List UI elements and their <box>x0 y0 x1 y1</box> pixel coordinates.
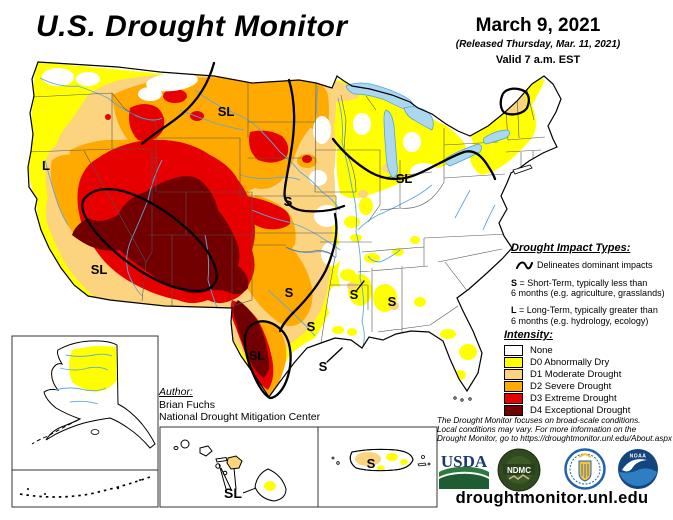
long-term-line2: 6 months (e.g. hydrology, ecology) <box>511 315 649 326</box>
aleutians-inset <box>19 476 151 498</box>
puerto-rico-inset <box>331 448 431 472</box>
short-term-line1: = Short-Term, typically less than <box>517 278 648 289</box>
map-label-puerto-rico: S <box>367 456 376 471</box>
ndmc-logo-text: NDMC <box>507 466 531 475</box>
swatch-d1 <box>504 368 523 380</box>
pr-small-islands <box>331 455 431 467</box>
alaska-rivers <box>54 353 113 405</box>
delineates-label: Delineates dominant impacts <box>537 260 653 271</box>
long-term-definition: L = Long-Term, typically greater than 6 … <box>511 305 673 325</box>
map-label-north-dakota: SL <box>218 104 235 119</box>
disclaimer-line2: Local conditions may vary. For more info… <box>437 424 637 434</box>
page-title: U.S. Drought Monitor <box>36 10 348 43</box>
map-label-mississippi: S <box>350 287 359 302</box>
map-label-hawaii: SL <box>224 485 242 501</box>
intensity-heading: Intensity: <box>504 329 553 341</box>
pr-d1-area <box>355 452 381 466</box>
legend-row-d1: D1 Moderate Drought <box>504 368 630 380</box>
valid-time: Valid 7 a.m. EST <box>495 54 581 66</box>
legend-row-d0: D0 Abnormally Dry <box>504 356 630 368</box>
legend-label-d4: D4 Exceptional Drought <box>530 404 631 416</box>
coastal-islands <box>453 164 533 402</box>
author-heading: Author: <box>159 386 193 398</box>
map-label-nebraska: S <box>284 194 293 209</box>
hawaii-leader-lines <box>218 463 257 494</box>
intensity-legend: Intensity: None D0 Abnormally Dry D1 Mod… <box>504 329 630 417</box>
release-date: (Released Thursday, Mar. 11, 2021) <box>455 39 621 50</box>
long-term-line1: = Long-Term, typically greater than <box>516 305 658 316</box>
legend-label-d0: D0 Abnormally Dry <box>530 356 610 368</box>
unl-seal-logo <box>564 448 606 495</box>
impact-types-legend: Drought Impact Types: Delineates dominan… <box>511 242 673 333</box>
usda-logo-text: USDA <box>441 452 488 471</box>
map-label-alabama: S <box>388 294 397 309</box>
map-label-michigan: SL <box>396 171 413 186</box>
ndmc-logo: NDMC <box>497 448 541 497</box>
short-term-definition: S = Short-Term, typically less than 6 mo… <box>511 278 673 298</box>
author-org: National Drought Mitigation Center <box>159 411 321 424</box>
legend-label-d2: D2 Severe Drought <box>530 380 612 392</box>
swatch-d3 <box>504 392 523 404</box>
inset-borders <box>11 335 438 508</box>
swatch-d4 <box>504 404 523 416</box>
legend-label-d1: D1 Moderate Drought <box>530 368 622 380</box>
hawaii-inset <box>173 439 287 502</box>
map-label-south-texas: SL <box>249 348 266 363</box>
swatch-d0 <box>504 356 523 368</box>
disclaimer-text: The Drought Monitor focuses on broad-sca… <box>437 416 673 443</box>
great-lakes <box>345 82 510 179</box>
noaa-logo: NOAA <box>617 448 659 495</box>
legend-label-d3: D3 Extreme Drought <box>530 392 617 404</box>
map-label-louisiana: S <box>319 359 328 374</box>
author-block: Author: Brian Fuchs National Drought Mit… <box>159 386 320 424</box>
map-impact-labels: SL L S SL SL S S S S SL S SL S <box>42 104 412 501</box>
short-term-symbol: S <box>511 278 518 289</box>
impact-delineation-lines <box>81 61 530 400</box>
conus-map <box>27 61 562 402</box>
legend-row-d4: D4 Exceptional Drought <box>504 404 631 416</box>
map-label-east-texas: S <box>307 319 316 334</box>
legend-row-none: None <box>504 344 630 356</box>
droughtmonitor-url[interactable]: droughtmonitor.unl.edu <box>455 489 649 507</box>
long-term-symbol: L <box>511 305 517 316</box>
legend-row-d3: D3 Extreme Drought <box>504 392 630 404</box>
impact-legend-heading: Drought Impact Types: <box>511 242 631 254</box>
noaa-logo-text: NOAA <box>630 454 647 460</box>
disclaimer-line3: Drought Monitor, go to https://droughtmo… <box>437 433 673 443</box>
short-term-line2: 6 months (e.g. agriculture, grasslands) <box>511 288 665 299</box>
usda-logo: USDA <box>437 452 491 495</box>
swatch-d2 <box>504 380 523 392</box>
map-date: March 9, 2021 <box>475 15 601 36</box>
map-label-oklahoma: S <box>285 285 294 300</box>
swatch-none <box>504 344 523 356</box>
delineation-curve-icon <box>516 261 533 270</box>
legend-label-none: None <box>530 344 553 356</box>
date-block: March 9, 2021 (Released Thursday, Mar. 1… <box>440 15 636 66</box>
map-label-west-l: L <box>42 158 50 173</box>
disclaimer-line1: The Drought Monitor focuses on broad-sca… <box>437 416 641 425</box>
author-name: Brian Fuchs <box>159 398 216 411</box>
maui-d1-area <box>226 455 243 470</box>
big-island-d0-area <box>264 481 276 491</box>
map-label-arizona: SL <box>91 262 108 277</box>
legend-row-d2: D2 Severe Drought <box>504 380 630 392</box>
alaska-inset <box>31 340 156 449</box>
alaska-d0-area <box>69 346 117 392</box>
